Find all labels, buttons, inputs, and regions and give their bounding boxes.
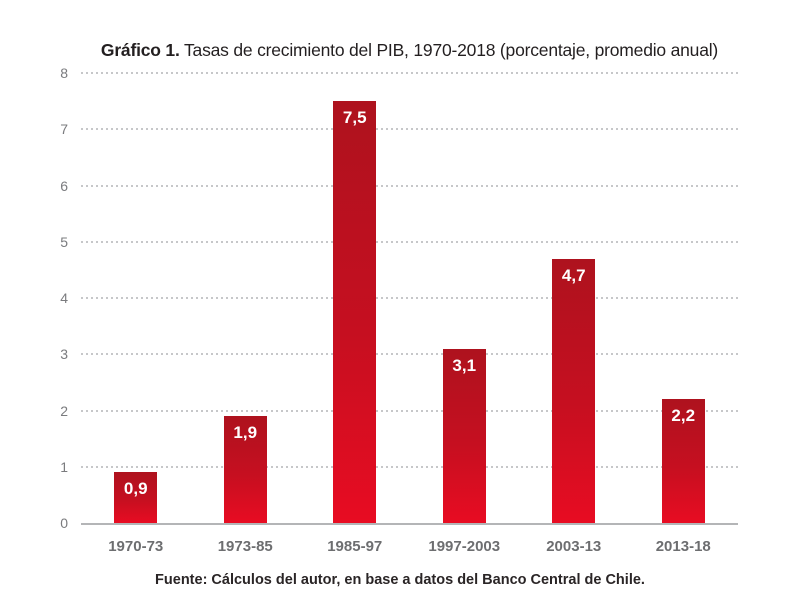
bar-2003-13: 4,7 bbox=[552, 258, 596, 523]
bar-value-label: 4,7 bbox=[561, 265, 586, 285]
gridline-6 bbox=[81, 184, 738, 187]
gridline-8 bbox=[81, 72, 738, 74]
x-tick-label-1997-2003: 1997-2003 bbox=[428, 538, 501, 555]
chart-title-number: Gráfico 1. bbox=[100, 40, 180, 60]
y-tick-label-3: 3 bbox=[60, 346, 68, 363]
y-tick-label-5: 5 bbox=[60, 233, 68, 250]
x-axis-baseline bbox=[81, 523, 738, 525]
x-tick-label-1985-97: 1985-97 bbox=[327, 538, 383, 555]
bar-1970-73: 0,9 bbox=[114, 472, 158, 523]
x-tick-label-1973-85: 1973-85 bbox=[217, 538, 273, 555]
bar-value-label: 7,5 bbox=[342, 108, 367, 128]
gridline-2 bbox=[81, 409, 738, 412]
bar-1985-97: 7,5 bbox=[333, 101, 377, 523]
gridline-5 bbox=[81, 240, 738, 243]
y-tick-label-0: 0 bbox=[60, 515, 68, 531]
bar-2013-18: 2,2 bbox=[661, 399, 705, 523]
bar-value-label: 0,9 bbox=[123, 479, 148, 499]
plot-area: 0,9 1,9 7,5 3,1 4,7 2,2 bbox=[81, 72, 738, 525]
gridline-3 bbox=[81, 353, 738, 356]
gridline-4 bbox=[81, 297, 738, 299]
bar-value-label: 2,2 bbox=[671, 406, 696, 426]
x-tick-label-1970-73: 1970-73 bbox=[108, 538, 164, 555]
y-tick-label-6: 6 bbox=[60, 177, 68, 194]
y-tick-label-4: 4 bbox=[60, 290, 68, 306]
y-tick-label-7: 7 bbox=[60, 121, 68, 138]
bar-1997-2003: 3,1 bbox=[442, 348, 486, 523]
x-tick-label-2013-18: 2013-18 bbox=[655, 538, 711, 555]
x-tick-label-2003-13: 2003-13 bbox=[546, 538, 602, 555]
source-note: Fuente: Cálculos del autor, en base a da… bbox=[155, 572, 645, 588]
bar-value-label: 3,1 bbox=[452, 355, 477, 375]
chart-title: Gráfico 1. Tasas de crecimiento del PIB,… bbox=[81, 40, 738, 61]
gridline-7 bbox=[81, 128, 738, 131]
bar-1973-85: 1,9 bbox=[223, 416, 267, 523]
y-tick-label-2: 2 bbox=[60, 402, 68, 419]
gridline-1 bbox=[81, 465, 738, 468]
y-tick-label-8: 8 bbox=[60, 65, 68, 81]
bar-value-label: 1,9 bbox=[233, 423, 258, 443]
chart-title-text: Tasas de crecimiento del PIB, 1970-2018 … bbox=[179, 40, 719, 60]
y-tick-label-1: 1 bbox=[60, 458, 68, 475]
